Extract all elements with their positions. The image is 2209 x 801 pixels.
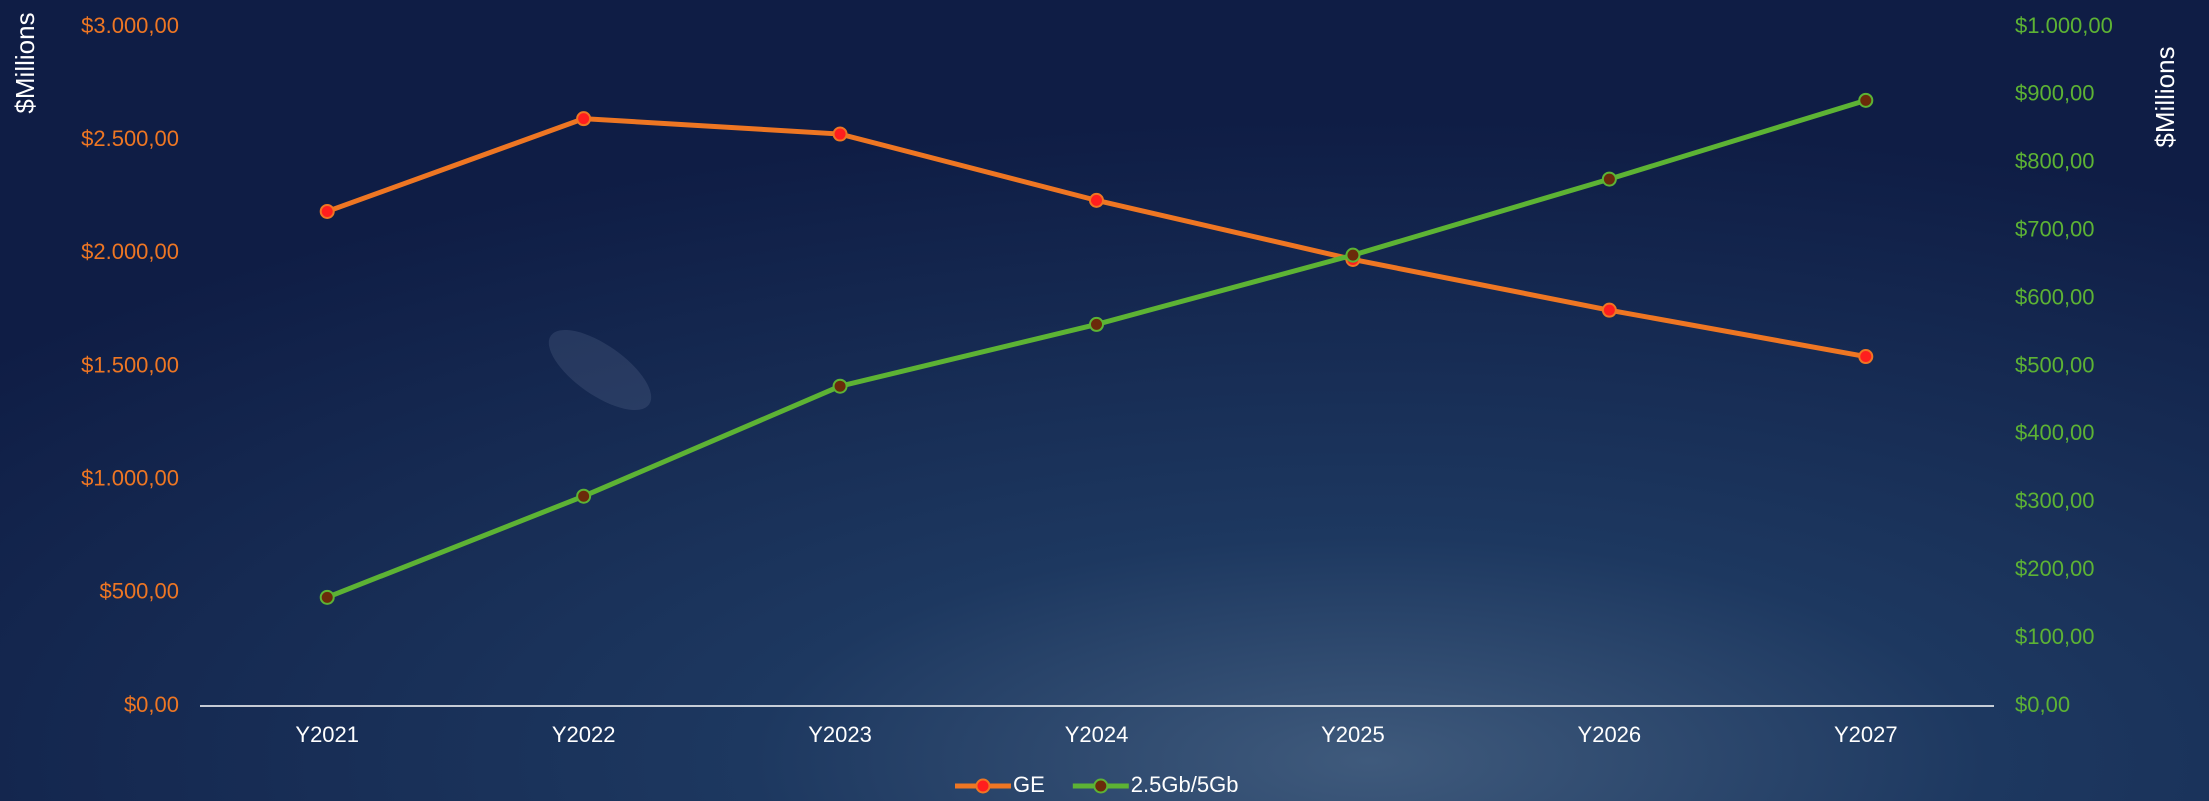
legend-label: GE xyxy=(1013,772,1045,797)
x-tick-label: Y2022 xyxy=(552,722,616,747)
y-tick-label: $1.500,00 xyxy=(81,352,179,377)
background xyxy=(0,0,2209,801)
y-axis-title: $Millions xyxy=(10,12,40,113)
data-point xyxy=(321,205,334,218)
x-tick-label: Y2023 xyxy=(808,722,872,747)
y2-tick-label: $800,00 xyxy=(2015,149,2095,174)
y2-tick-label: $500,00 xyxy=(2015,352,2095,377)
y-tick-label: $2.000,00 xyxy=(81,239,179,264)
y2-tick-label: $700,00 xyxy=(2015,217,2095,242)
y-tick-label: $3.000,00 xyxy=(81,13,179,38)
data-point xyxy=(577,490,590,503)
legend-label: 2.5Gb/5Gb xyxy=(1131,772,1239,797)
y-tick-label: $2.500,00 xyxy=(81,126,179,151)
x-tick-label: Y2026 xyxy=(1578,722,1642,747)
data-point xyxy=(1090,318,1103,331)
page: {"chart_data": {"type": "line", "y_title… xyxy=(0,0,2209,801)
data-point xyxy=(321,591,334,604)
x-tick-label: Y2024 xyxy=(1065,722,1129,747)
data-point xyxy=(1090,194,1103,207)
y-tick-label: $0,00 xyxy=(124,692,179,717)
data-point xyxy=(1859,94,1872,107)
y2-axis-title: $Millions xyxy=(2150,46,2180,147)
y-tick-label: $500,00 xyxy=(99,579,179,604)
y2-tick-label: $100,00 xyxy=(2015,624,2095,649)
x-tick-label: Y2027 xyxy=(1834,722,1898,747)
y2-tick-label: $900,00 xyxy=(2015,81,2095,106)
data-point xyxy=(834,380,847,393)
chart: $Millions $Millions $0,00 $500,00 $1.000,0… xyxy=(0,0,2209,801)
y2-tick-label: $1.000,00 xyxy=(2015,13,2113,38)
data-point xyxy=(1346,249,1359,262)
y2-tick-label: $0,00 xyxy=(2015,692,2070,717)
data-point xyxy=(1603,304,1616,317)
y2-tick-label: $600,00 xyxy=(2015,284,2095,309)
data-point xyxy=(1859,350,1872,363)
x-tick-label: Y2021 xyxy=(295,722,359,747)
data-point xyxy=(834,128,847,141)
y2-tick-label: $200,00 xyxy=(2015,556,2095,581)
y2-tick-label: $400,00 xyxy=(2015,420,2095,445)
data-point xyxy=(577,112,590,125)
x-tick-label: Y2025 xyxy=(1321,722,1385,747)
legend-marker xyxy=(1094,780,1107,793)
y-tick-label: $1.000,00 xyxy=(81,465,179,490)
data-point xyxy=(1603,173,1616,186)
y2-tick-label: $300,00 xyxy=(2015,488,2095,513)
legend-marker xyxy=(977,780,990,793)
